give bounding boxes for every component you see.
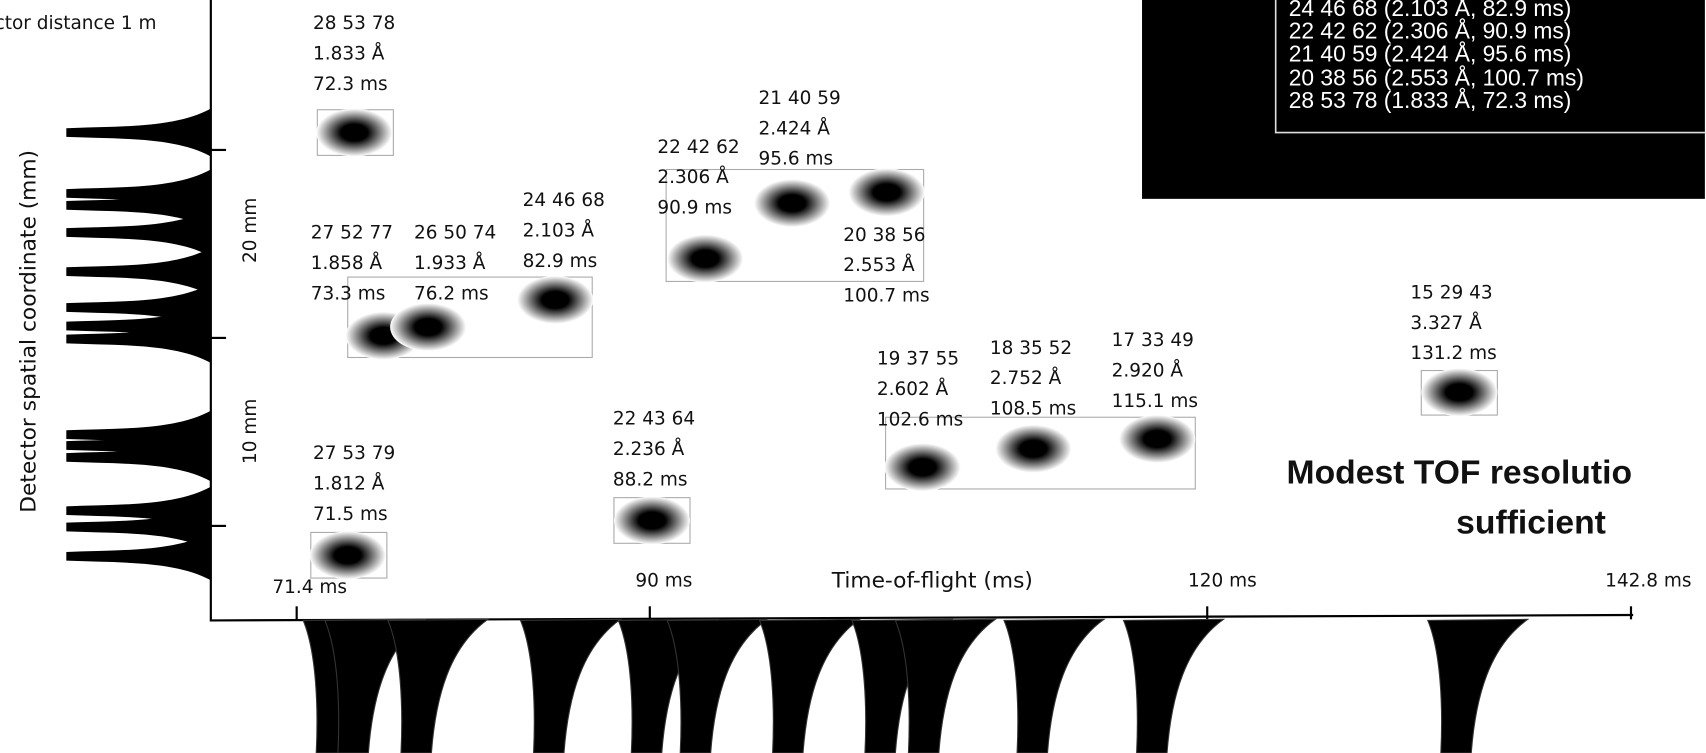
profile-peak (895, 619, 995, 753)
diffraction-spot (614, 497, 690, 545)
x-tick-label: 142.8 ms (1605, 570, 1691, 591)
diffraction-spot (517, 276, 593, 324)
reflection-d: 2.920 Å (1112, 360, 1184, 382)
profile-peak (1004, 619, 1104, 753)
reflection-tof: 131.2 ms (1410, 343, 1496, 364)
reflection-d: 3.327 Å (1410, 312, 1482, 334)
diffraction-spot (849, 168, 925, 216)
figure: ctor distance 1 m Detector spatial coord… (0, 0, 1706, 753)
reflection-tof: 100.7 ms (843, 286, 929, 307)
reflection-d: 2.602 Å (877, 378, 949, 400)
profile-peak (66, 248, 211, 296)
reflection-tof: 76.2 ms (414, 283, 489, 304)
note-text: Modest TOF resolutio (1287, 455, 1632, 492)
reflection-hkl: 22 43 64 (613, 408, 695, 429)
x-tick-label: 90 ms (635, 570, 692, 591)
profile-peak (1428, 619, 1528, 753)
y-axis-label: Detector spatial coordinate (mm) (16, 150, 41, 513)
reflection-hkl: 28 53 78 (313, 13, 395, 34)
reflection-d: 1.812 Å (313, 473, 385, 495)
diffraction-spot (390, 303, 466, 351)
reflection-tof: 115.1 ms (1112, 391, 1198, 412)
profile-peak (1124, 619, 1224, 753)
reflection-d: 2.306 Å (657, 166, 729, 188)
x-tick-label: 71.4 ms (272, 577, 347, 598)
profile-peak (667, 619, 767, 753)
diffraction-spot (316, 109, 392, 157)
y-scale-label: 10 mm (240, 399, 261, 464)
reflection-d: 2.553 Å (843, 254, 915, 276)
legend-line: 21 40 59 (2.424 Å, 95.6 ms) (1289, 40, 1572, 66)
corner-text: ctor distance 1 m (0, 13, 157, 34)
reflection-tof: 95.6 ms (758, 149, 833, 170)
reflection-hkl: 21 40 59 (758, 88, 840, 109)
reflection-hkl: 22 42 62 (657, 137, 739, 158)
reflection-d: 1.858 Å (311, 252, 383, 274)
reflection-hkl: 15 29 43 (1410, 282, 1492, 303)
profile-peak (760, 619, 860, 753)
x-axis-label: Time-of-flight (ms) (831, 568, 1033, 593)
diffraction-spot (754, 179, 830, 227)
reflection-hkl: 27 52 77 (311, 223, 393, 244)
reflection-tof: 102.6 ms (877, 410, 963, 431)
reflection-d: 2.752 Å (990, 367, 1062, 389)
x-tick-label: 120 ms (1188, 570, 1257, 591)
reflection-d: 2.103 Å (523, 219, 595, 241)
reflection-tof: 72.3 ms (313, 74, 388, 95)
diffraction-spot (885, 443, 961, 491)
profile-peak (388, 619, 488, 753)
reflection-d: 2.424 Å (758, 117, 830, 139)
diffraction-spot (1119, 415, 1195, 463)
y-scale-label: 20 mm (240, 198, 261, 263)
reflection-tof: 90.9 ms (657, 198, 732, 219)
note-text: sufficient (1456, 505, 1606, 542)
reflection-hkl: 18 35 52 (990, 338, 1072, 359)
reflection-hkl: 27 53 79 (313, 443, 395, 464)
reflection-d: 1.833 Å (313, 42, 385, 64)
diffraction-spot (667, 235, 743, 283)
profile-peak (66, 109, 211, 157)
diffraction-spot (995, 425, 1071, 473)
diffraction-spot (1421, 368, 1497, 416)
reflection-tof: 73.3 ms (311, 283, 386, 304)
reflection-tof: 88.2 ms (613, 469, 688, 490)
reflection-d: 2.236 Å (613, 438, 685, 460)
profile-peak (521, 619, 621, 753)
reflection-hkl: 19 37 55 (877, 349, 959, 370)
reflection-tof: 108.5 ms (990, 399, 1076, 420)
reflection-hkl: 17 33 49 (1112, 330, 1194, 351)
reflection-hkl: 20 38 56 (843, 225, 925, 246)
reflection-tof: 82.9 ms (523, 251, 598, 272)
reflection-d: 1.933 Å (414, 252, 486, 274)
reflection-hkl: 26 50 74 (414, 223, 496, 244)
diffraction-spot (310, 531, 386, 579)
reflection-tof: 71.5 ms (313, 504, 388, 525)
reflection-hkl: 24 46 68 (523, 190, 605, 211)
legend-line: 28 53 78 (1.833 Å, 72.3 ms) (1289, 87, 1572, 113)
